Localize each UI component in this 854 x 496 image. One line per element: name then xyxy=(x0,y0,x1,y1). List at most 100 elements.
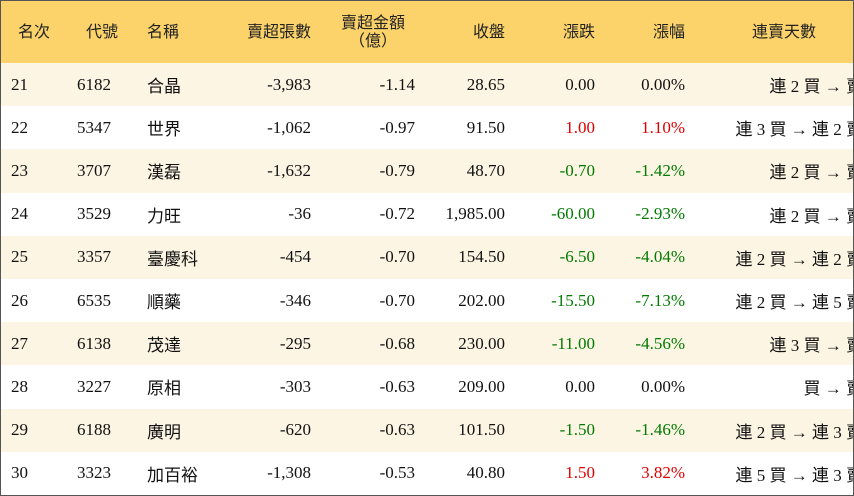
table-cell: -1,632 xyxy=(237,149,321,193)
table-cell: 28.65 xyxy=(425,63,515,107)
column-header-line: 賣超金額 xyxy=(340,13,405,32)
table-cell: 合晶 xyxy=(137,63,237,107)
table-cell: 0.00% xyxy=(641,376,685,396)
table-cell: 連 2 買 → 賣 xyxy=(769,206,854,226)
table-cell: 連 2 買 → 賣 xyxy=(695,63,853,107)
table-row: 29 6188 廣明 -620 -0.63 101.50 -1.50 -1.46% 連 2 買 … xyxy=(1,408,853,452)
table-cell: -11.00 xyxy=(515,322,605,366)
table-cell: -1.14 xyxy=(321,63,425,107)
table-cell: 連 5 買 → 連 3 賣 xyxy=(735,465,854,485)
table-cell: 1.10% xyxy=(641,117,685,137)
table-cell: 廣明 xyxy=(137,408,237,452)
table-cell: -620 xyxy=(237,408,321,452)
table-cell: -1.46% xyxy=(605,408,695,452)
table-row: 26 6535 順藥 -346 -0.70 202.00 -15.50 -7.13% 連 2 買… xyxy=(1,279,854,322)
table-row: 23 3707 漢磊 -1,632 -0.79 48.70 -0.70 -1.42% 連 2 買… xyxy=(1,149,853,193)
table-cell: -1.42% xyxy=(605,149,695,193)
table-cell: 48.70 xyxy=(425,149,515,193)
table-cell: -3,983 xyxy=(237,63,321,107)
table-cell: 30 xyxy=(11,463,28,483)
table-cell: 21 xyxy=(1,63,67,107)
table-cell: -0.53 xyxy=(379,463,415,483)
table-cell: -0.72 xyxy=(379,204,415,224)
table-cell: -0.70 xyxy=(515,149,605,193)
table-cell: -6.50 xyxy=(515,235,605,279)
column-header: 名次 xyxy=(1,1,67,63)
table-cell: 202.00 xyxy=(458,290,505,310)
table-cell: -0.63 xyxy=(379,376,415,396)
table-cell: 154.50 xyxy=(425,235,515,279)
table-cell: -36 xyxy=(288,204,311,224)
table-cell: -0.63 xyxy=(321,408,425,452)
table-cell: -1.50 xyxy=(515,408,605,452)
header-row: 名次 代號 名稱 賣超張數 賣超金額 （億） 收盤 漲跌 漲幅 連賣天數 xyxy=(1,1,853,63)
table-cell: 6535 xyxy=(77,290,111,310)
table-cell: 加百裕 xyxy=(147,465,198,485)
table-cell: 連 3 買 → 連 2 賣 xyxy=(735,120,854,140)
table-row: 22 5347 世界 -1,062 -0.97 91.50 1.00 1.10% 連 3 買 →… xyxy=(1,106,854,149)
table-row: 30 3323 加百裕 -1,308 -0.53 40.80 1.50 3.82% 連 5 買 … xyxy=(1,452,854,495)
table-cell: 3357 xyxy=(67,235,137,279)
table-cell: -4.04% xyxy=(605,235,695,279)
table-cell: 6188 xyxy=(67,408,137,452)
column-header: 漲跌 xyxy=(515,1,605,63)
table-cell: 40.80 xyxy=(466,463,505,483)
table-cell: 0.00% xyxy=(605,63,695,107)
table-row: 28 3227 原相 -303 -0.63 209.00 0.00 0.00% 買 → 賣 xyxy=(1,365,854,408)
table-cell: 209.00 xyxy=(458,376,505,396)
column-header: 漲幅 xyxy=(605,1,695,63)
table-cell: -0.97 xyxy=(379,117,415,137)
column-header: 連賣天數 xyxy=(695,1,853,63)
table-cell: -60.00 xyxy=(551,204,595,224)
table-cell: 6182 xyxy=(67,63,137,107)
table-cell: 27 xyxy=(1,322,67,366)
table-cell: -0.70 xyxy=(379,290,415,310)
table-cell: 連 2 買 → 連 5 賣 xyxy=(735,293,854,313)
table-cell: 力旺 xyxy=(147,206,181,226)
table-cell: -4.56% xyxy=(605,322,695,366)
table-cell: 91.50 xyxy=(466,117,505,137)
table-cell: 1,985.00 xyxy=(445,204,506,224)
table-cell: 23 xyxy=(1,149,67,193)
table-cell: 6138 xyxy=(67,322,137,366)
table-cell: 24 xyxy=(11,204,28,224)
table-cell: 原相 xyxy=(147,379,181,399)
table-row: 21 6182 合晶 -3,983 -1.14 28.65 0.00 0.00% 連 2 買 →… xyxy=(1,63,853,107)
table-cell: -1,308 xyxy=(267,463,311,483)
table-cell: -0.68 xyxy=(321,322,425,366)
table-cell: 1.50 xyxy=(565,463,595,483)
table-cell: 買 → 賣 xyxy=(803,379,854,399)
table-cell: -454 xyxy=(237,235,321,279)
table-row: 25 3357 臺慶科 -454 -0.70 154.50 -6.50 -4.04% 連 2 買… xyxy=(1,235,853,279)
table-cell: 29 xyxy=(1,408,67,452)
table-cell: 0.00 xyxy=(515,63,605,107)
table-cell: 0.00 xyxy=(565,376,595,396)
table-cell: -0.70 xyxy=(321,235,425,279)
table-cell: 26 xyxy=(11,290,28,310)
table-cell: 3707 xyxy=(67,149,137,193)
table-cell: 茂達 xyxy=(137,322,237,366)
table-cell: 連 2 買 → 連 3 賣 xyxy=(695,408,853,452)
table-cell: 漢磊 xyxy=(137,149,237,193)
table-cell: -15.50 xyxy=(551,290,595,310)
table-cell: 28 xyxy=(11,376,28,396)
table-cell: -2.93% xyxy=(635,204,685,224)
table-cell: 連 2 買 → 連 2 賣 xyxy=(695,235,853,279)
column-header: 收盤 xyxy=(425,1,515,63)
table-row: 27 6138 茂達 -295 -0.68 230.00 -11.00 -4.56% 連 3 買… xyxy=(1,322,853,366)
table-cell: -1,062 xyxy=(267,117,311,137)
column-header: 賣超張數 xyxy=(237,1,321,63)
table-body: 21 6182 合晶 -3,983 -1.14 28.65 0.00 0.00% 連 2 買 →… xyxy=(1,63,854,495)
table-cell: 1.00 xyxy=(565,117,595,137)
table-cell: 世界 xyxy=(147,120,181,140)
table-cell: 3323 xyxy=(77,463,111,483)
table-cell: -7.13% xyxy=(635,290,685,310)
table-row: 24 3529 力旺 -36 -0.72 1,985.00 -60.00 -2.93% 連 2 … xyxy=(1,193,854,236)
table-cell: 3529 xyxy=(77,204,111,224)
table-cell: 3227 xyxy=(77,376,111,396)
table-cell: -295 xyxy=(237,322,321,366)
table-cell: 230.00 xyxy=(425,322,515,366)
table-cell: 22 xyxy=(11,117,28,137)
